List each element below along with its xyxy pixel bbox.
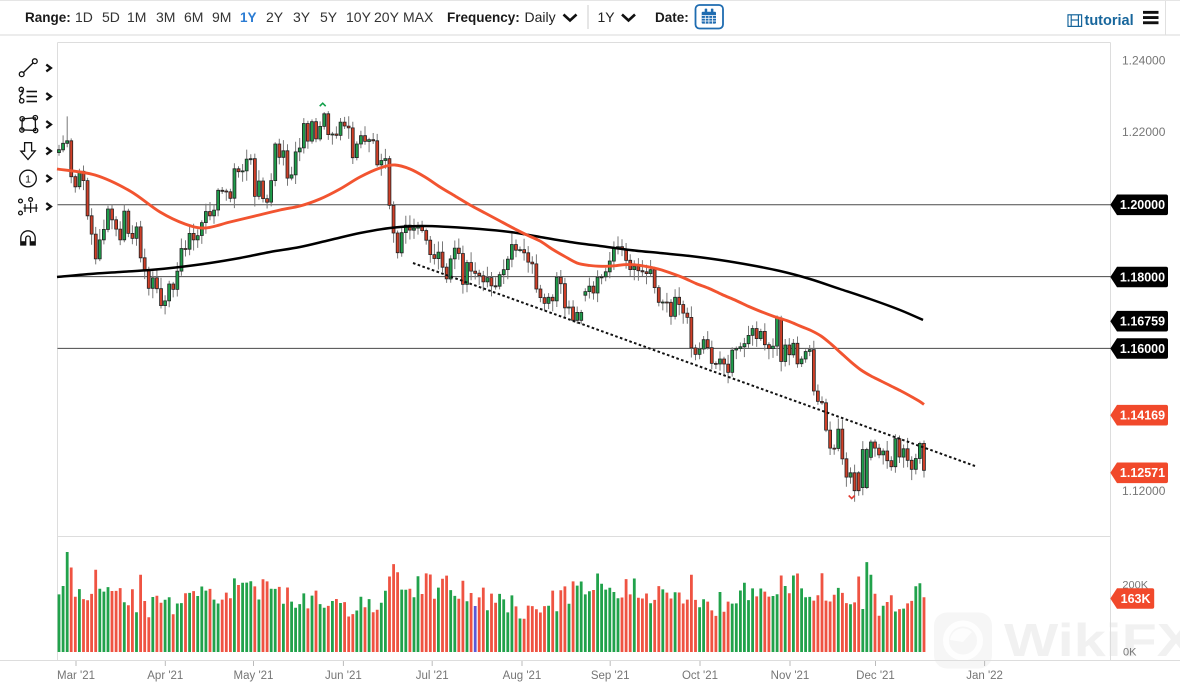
svg-text:1.20000: 1.20000: [1120, 198, 1165, 212]
svg-text:MAX: MAX: [403, 9, 434, 25]
svg-text:Frequency:: Frequency:: [447, 10, 520, 25]
svg-text:1M: 1M: [127, 9, 146, 25]
svg-text:Apr '21: Apr '21: [147, 670, 183, 682]
svg-text:20Y: 20Y: [374, 9, 400, 25]
svg-text:5Y: 5Y: [320, 9, 338, 25]
svg-text:Jun '21: Jun '21: [325, 670, 362, 682]
svg-text:1Y: 1Y: [240, 10, 257, 25]
svg-text:9M: 9M: [212, 9, 231, 25]
svg-text:Jan '22: Jan '22: [966, 670, 1003, 682]
svg-text:3Y: 3Y: [293, 9, 311, 25]
svg-text:Sep '21: Sep '21: [591, 670, 630, 682]
svg-text:10Y: 10Y: [346, 9, 372, 25]
svg-text:Date:: Date:: [655, 10, 689, 25]
svg-text:Oct '21: Oct '21: [682, 670, 718, 682]
svg-text:1.12000: 1.12000: [1122, 484, 1166, 498]
svg-text:Dec '21: Dec '21: [856, 670, 895, 682]
svg-text:5D: 5D: [102, 9, 120, 25]
svg-text:1.12571: 1.12571: [1120, 466, 1165, 480]
svg-text:May '21: May '21: [234, 670, 274, 682]
svg-text:Nov '21: Nov '21: [771, 670, 810, 682]
svg-text:Range:: Range:: [25, 10, 71, 25]
svg-text:1.22000: 1.22000: [1122, 125, 1166, 139]
svg-text:Mar '21: Mar '21: [57, 670, 95, 682]
svg-text:WikiFX: WikiFX: [1004, 615, 1180, 666]
svg-text:Daily: Daily: [525, 9, 556, 25]
svg-text:1Y: 1Y: [598, 9, 616, 25]
svg-text:2Y: 2Y: [266, 9, 284, 25]
svg-text:1.18000: 1.18000: [1120, 270, 1165, 284]
svg-text:Aug '21: Aug '21: [503, 670, 542, 682]
svg-text:1.16000: 1.16000: [1120, 342, 1165, 356]
svg-text:3M: 3M: [156, 9, 175, 25]
svg-text:0K: 0K: [1123, 646, 1137, 658]
svg-text:1D: 1D: [75, 9, 93, 25]
svg-text:1.14169: 1.14169: [1120, 409, 1165, 423]
svg-text:1: 1: [25, 173, 31, 185]
svg-text:6M: 6M: [184, 9, 203, 25]
svg-text:Jul '21: Jul '21: [416, 670, 449, 682]
svg-text:tutorial: tutorial: [1085, 13, 1134, 29]
svg-text:1.24000: 1.24000: [1122, 53, 1166, 67]
svg-text:163K: 163K: [1121, 592, 1151, 606]
svg-text:1.16759: 1.16759: [1120, 315, 1165, 329]
